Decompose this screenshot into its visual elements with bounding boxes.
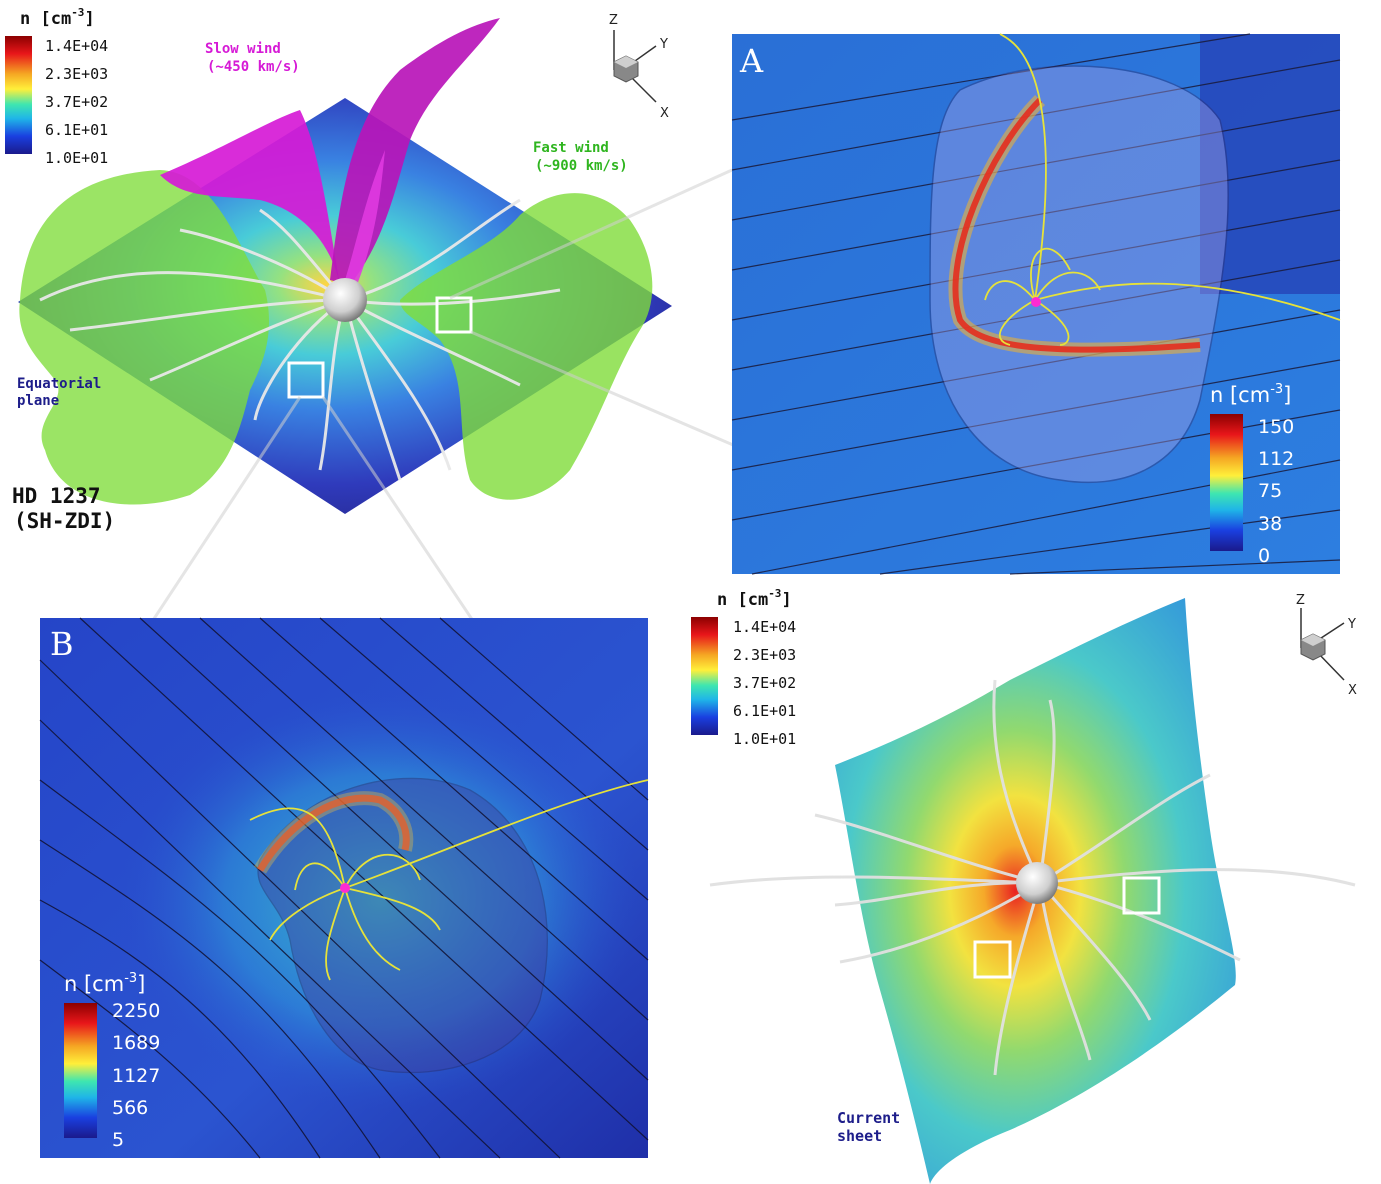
colorbar-lower-tick: 6.1E+01	[733, 702, 796, 720]
colorbar-lower-tick: 2.3E+03	[733, 646, 796, 664]
colorbar-main-tick: 2.3E+03	[45, 65, 108, 83]
slow-wind-label: Slow wind	[205, 41, 281, 57]
zoom-box-b[interactable]	[287, 361, 325, 399]
colorbar-a-tick: 150	[1258, 416, 1294, 438]
panel-b-field-lines	[249, 779, 649, 981]
panel-a: A n [cm-3] 150 112 75 38 0	[731, 33, 1341, 575]
colorbar-lower-tick: 3.7E+02	[733, 674, 796, 692]
colorbar-b-bar	[64, 1003, 97, 1138]
colorbar-b-tick: 1689	[112, 1032, 160, 1054]
current-sheet-view	[709, 598, 1356, 1184]
axes-triad-lower: Z Y X	[1296, 593, 1357, 698]
field-lines-sheet	[709, 679, 1356, 1076]
star	[323, 278, 367, 322]
colorbar-lower-bar	[691, 617, 718, 735]
zoom-box-sheet-2[interactable]	[973, 940, 1012, 979]
colorbar-main-tick: 1.4E+04	[45, 37, 108, 55]
axis-y-label-lower: Y	[1347, 617, 1356, 632]
colorbar-a-tick: 75	[1258, 480, 1282, 502]
colorbar-a-tick: 112	[1258, 448, 1294, 470]
axes-triad-top: Z Y X	[609, 13, 669, 121]
field-lines-main	[39, 198, 561, 481]
colorbar-main-bar	[5, 36, 32, 154]
colorbar-a: n [cm-3] 150 112 75 38 0	[1210, 382, 1294, 567]
axis-z-label-lower: Z	[1296, 593, 1305, 608]
current-sheet-star	[1016, 862, 1058, 904]
panel-b-planet	[340, 883, 350, 893]
colorbar-lower-tick: 1.4E+04	[733, 618, 796, 636]
axis-z-label: Z	[609, 13, 618, 28]
zoom-box-sheet-1[interactable]	[1122, 876, 1161, 915]
main-view	[18, 18, 672, 514]
panel-a-letter: A	[739, 42, 764, 80]
equatorial-plane-label: Equatorial	[17, 376, 101, 392]
colorbar-main: n [cm-3] 1.4E+04 2.3E+03 3.7E+02 6.1E+01…	[5, 6, 108, 167]
panel-a-field-lines	[984, 33, 1341, 346]
panel-b-bow	[256, 794, 410, 872]
panel-a-planet	[1031, 297, 1041, 307]
axis-x-label: X	[660, 106, 669, 121]
fast-wind-surface-right	[400, 193, 653, 500]
colorbar-a-title: n [cm-3]	[1210, 382, 1291, 407]
slow-wind-surface-3	[345, 150, 385, 290]
colorbar-main-tick: 3.7E+02	[45, 93, 108, 111]
fast-wind-speed: (~900 km/s)	[535, 158, 628, 174]
colorbar-main-tick: 6.1E+01	[45, 121, 108, 139]
star-name: HD 1237	[12, 484, 101, 508]
colorbar-lower: n [cm-3] 1.4E+04 2.3E+03 3.7E+02 6.1E+01…	[691, 587, 796, 748]
fast-wind-label: Fast wind	[533, 140, 609, 156]
panel-b: B n [cm-3] 2250 1689 1127 566 5	[39, 617, 649, 1159]
colorbar-b-tick: 5	[112, 1129, 124, 1151]
colorbar-b-tick: 2250	[112, 1000, 160, 1022]
colorbar-main-tick: 1.0E+01	[45, 149, 108, 167]
colorbar-b-tick: 566	[112, 1097, 148, 1119]
colorbar-lower-title: n [cm-3]	[717, 587, 792, 610]
current-sheet-label-2: sheet	[837, 1127, 882, 1145]
colorbar-a-tick: 0	[1258, 545, 1270, 567]
fast-wind-surface-left	[19, 170, 270, 505]
colorbar-a-bar	[1210, 414, 1243, 551]
slow-wind-speed: (~450 km/s)	[207, 59, 300, 75]
colorbar-main-title: n [cm-3]	[20, 6, 95, 29]
zoom-box-a[interactable]	[435, 296, 473, 334]
equatorial-plane-label-2: plane	[17, 393, 59, 409]
panel-a-shell	[929, 65, 1230, 484]
colorbar-b-title: n [cm-3]	[64, 971, 145, 996]
current-sheet-label: Current	[837, 1109, 900, 1127]
axis-y-label: Y	[659, 37, 668, 52]
slow-wind-surface	[160, 110, 340, 285]
star-model: (SH-ZDI)	[14, 509, 115, 533]
colorbar-b: n [cm-3] 2250 1689 1127 566 5	[64, 971, 160, 1151]
colorbar-a-tick: 38	[1258, 513, 1282, 535]
panel-b-shell	[257, 777, 548, 1074]
colorbar-b-tick: 1127	[112, 1065, 160, 1087]
panel-b-letter: B	[50, 625, 74, 663]
axis-x-label-lower: X	[1348, 683, 1357, 698]
colorbar-lower-tick: 1.0E+01	[733, 730, 796, 748]
